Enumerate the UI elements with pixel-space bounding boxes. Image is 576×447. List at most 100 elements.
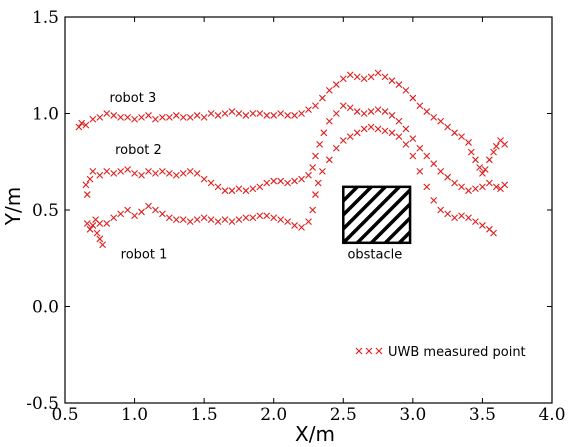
x-tick-label: 4.0 <box>538 405 565 425</box>
hatch-line <box>441 187 497 243</box>
data-point <box>423 183 431 191</box>
hatch-line <box>398 229 411 243</box>
data-point <box>332 144 340 152</box>
data-point <box>291 177 298 185</box>
data-point <box>235 110 243 117</box>
data-point <box>360 75 368 83</box>
data-point <box>277 110 285 117</box>
data-point <box>165 113 173 121</box>
data-point <box>165 169 173 177</box>
data-point <box>99 241 106 249</box>
data-point <box>492 142 500 150</box>
data-point <box>117 210 125 218</box>
data-point <box>207 110 215 117</box>
data-point <box>131 169 138 177</box>
data-point <box>172 171 180 179</box>
data-point <box>305 218 312 225</box>
data-point <box>82 181 90 189</box>
data-point <box>228 187 236 195</box>
data-point <box>314 179 322 187</box>
x-axis-label: X/m <box>295 422 335 446</box>
data-point <box>249 185 257 193</box>
series-robot-1 <box>83 123 497 249</box>
data-point <box>193 216 201 224</box>
ticks-layer: 0.5 1.0 1.5 2.0 2.5 3.0 3.5 4.0 -0.5 0.0 0.5 1.0 1.5 <box>26 8 565 425</box>
data-point <box>207 216 215 224</box>
data-point <box>124 166 132 173</box>
data-point <box>298 223 305 231</box>
data-point <box>207 179 215 187</box>
y-tick-label: 0.0 <box>32 298 59 318</box>
data-point <box>103 220 111 227</box>
data-point <box>339 75 347 83</box>
data-point <box>458 183 465 191</box>
hatch-line <box>427 187 483 243</box>
data-point <box>430 160 438 168</box>
data-point <box>437 168 445 175</box>
data-point <box>145 168 152 175</box>
x-tick-label: 1.5 <box>191 405 218 425</box>
data-point <box>83 220 91 227</box>
data-point <box>159 113 166 121</box>
x-tick-label: 3.0 <box>399 405 426 425</box>
data-point <box>256 183 264 191</box>
data-point <box>242 112 250 119</box>
data-point <box>346 71 354 79</box>
data-point <box>103 110 111 117</box>
marks-layer <box>75 69 509 249</box>
y-tick-label: -0.5 <box>26 394 59 414</box>
data-point <box>138 208 145 216</box>
data-point <box>346 104 354 112</box>
data-point <box>309 164 317 171</box>
data-point <box>179 216 187 224</box>
data-point <box>159 210 166 218</box>
data-point <box>381 108 389 115</box>
data-point <box>501 181 509 189</box>
data-point <box>291 112 298 119</box>
data-point <box>124 113 132 121</box>
data-point <box>444 123 452 131</box>
data-point <box>83 191 91 198</box>
data-point <box>159 168 166 175</box>
data-point <box>402 140 410 148</box>
data-point <box>263 112 271 119</box>
data-point <box>277 177 285 185</box>
data-point <box>381 73 389 81</box>
legend-x-marker <box>365 347 373 355</box>
hatch-line <box>370 201 411 243</box>
hatch-line <box>455 187 511 243</box>
data-point <box>89 168 97 175</box>
series-robot-3 <box>75 69 509 177</box>
data-point <box>451 214 458 222</box>
data-point <box>152 169 159 177</box>
data-point <box>325 86 333 94</box>
legend-marker <box>355 347 383 355</box>
x-tick-label: 0.5 <box>51 405 78 425</box>
data-point <box>124 206 132 214</box>
data-point <box>312 102 319 110</box>
data-point <box>437 206 445 214</box>
data-point <box>481 166 489 173</box>
data-point <box>270 214 278 222</box>
data-point <box>501 140 509 148</box>
data-point <box>249 110 257 117</box>
data-point <box>305 171 312 179</box>
data-point <box>395 133 403 141</box>
data-point <box>416 144 424 152</box>
data-point <box>325 156 333 164</box>
data-point <box>339 137 347 144</box>
data-point <box>485 179 493 187</box>
y-axis-label: Y/m <box>1 187 25 226</box>
data-point <box>110 112 118 119</box>
data-point <box>305 106 312 114</box>
data-point <box>451 129 458 137</box>
data-point <box>298 110 305 117</box>
data-point <box>96 113 104 121</box>
data-point <box>138 171 145 179</box>
data-point <box>458 212 465 220</box>
data-point <box>172 112 180 119</box>
data-point <box>395 117 403 125</box>
data-point <box>138 113 145 121</box>
data-point <box>458 133 465 141</box>
